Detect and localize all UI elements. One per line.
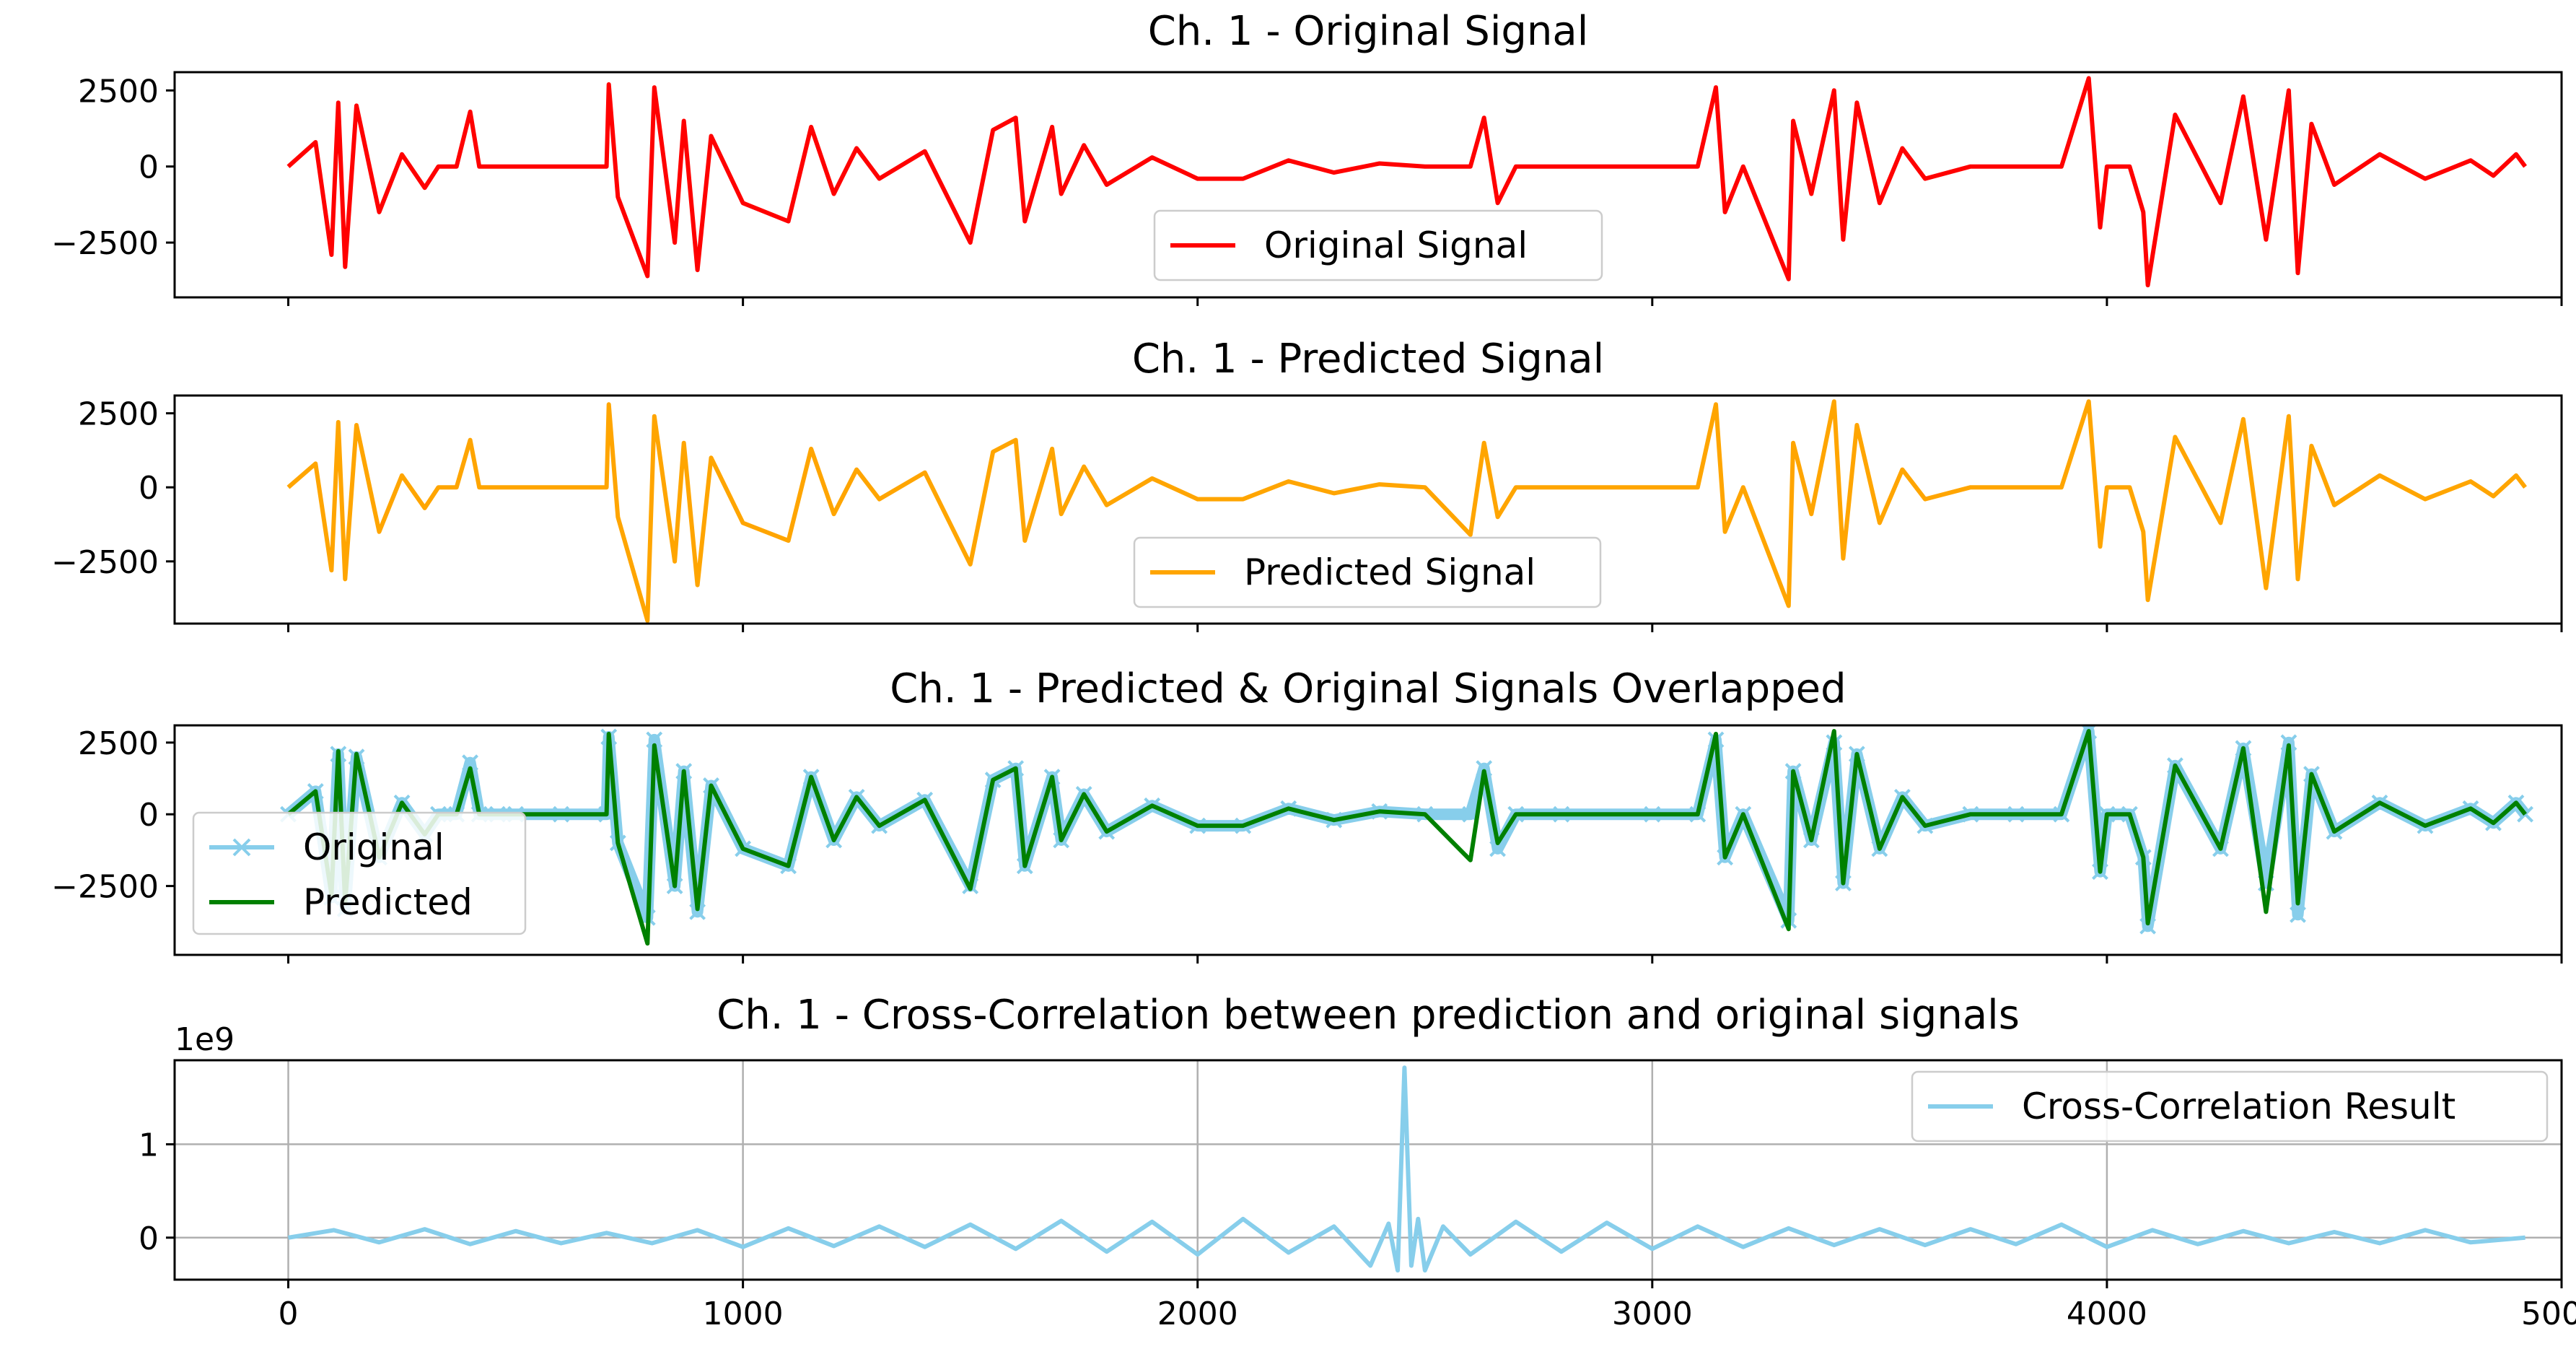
x-tick-label: 4000 <box>2067 1296 2147 1332</box>
axes-frame <box>173 1059 2563 1281</box>
data-point-marker <box>2280 734 2297 751</box>
axes-frame <box>173 394 2563 625</box>
legend-label: Cross-Correlation Result <box>2022 1086 2455 1127</box>
subplot-2: Ch. 1 - Predicted Signal −2500 0 2500 Predic… <box>51 336 2563 632</box>
legend: Original Signal <box>1153 209 1603 281</box>
y-tick-label: 0 <box>139 470 159 507</box>
x-tick-label: 0 <box>279 1296 299 1332</box>
legend-label: Predicted Signal <box>1244 551 1535 593</box>
axes-frame <box>173 724 2563 956</box>
axis-offset-label: 1e9 <box>175 1021 235 1058</box>
legend: Predicted Signal <box>1133 536 1602 608</box>
series-line-cross-correlation-result <box>288 1065 2525 1273</box>
y-tick-label: 0 <box>139 1220 159 1257</box>
series-line-predicted <box>286 729 2527 946</box>
x-tick-label: 3000 <box>1612 1296 1693 1332</box>
y-tick-label: 2500 <box>78 725 159 762</box>
data-point-marker <box>1489 840 1506 857</box>
y-tick-label: −2500 <box>51 869 159 906</box>
legend-box <box>1911 1070 2549 1143</box>
series-line-original <box>284 725 2530 932</box>
legend: Original Predicted <box>192 811 527 935</box>
series-line-predicted-signal <box>286 399 2527 623</box>
y-tick-label: 2500 <box>78 73 159 110</box>
x-tick-label: 2000 <box>1157 1296 1238 1332</box>
x-tick-label: 1000 <box>703 1296 784 1332</box>
data-point-marker <box>2139 917 2157 935</box>
subplot-4: Ch. 1 - Cross-Correlation between predic… <box>139 992 2576 1332</box>
legend-box <box>1153 209 1603 281</box>
axes-frame <box>173 71 2563 299</box>
data-point-marker <box>2290 906 2306 923</box>
subplot-title: Ch. 1 - Original Signal <box>1148 8 1589 55</box>
data-point-marker <box>1476 760 1493 777</box>
data-point-marker <box>462 754 478 772</box>
y-tick-label: 1 <box>139 1127 159 1163</box>
legend-box <box>1133 536 1602 608</box>
subplot-1: Ch. 1 - Original Signal −2500 0 2500 Origina… <box>51 8 2563 306</box>
y-tick-label: 0 <box>139 149 159 186</box>
y-tick-label: −2500 <box>51 225 159 262</box>
legend-label: Predicted <box>303 881 473 923</box>
legend-box <box>192 811 527 935</box>
series-line-original-signal <box>286 76 2528 288</box>
legend-label: Original Signal <box>1264 224 1528 266</box>
data-point-marker <box>646 731 663 748</box>
data-point-marker <box>689 903 706 920</box>
subplot-title: Ch. 1 - Predicted Signal <box>1132 336 1604 383</box>
subplot-title: Ch. 1 - Predicted & Original Signals Ove… <box>890 665 1846 712</box>
legend-marker <box>232 838 251 857</box>
legend: Cross-Correlation Result <box>1911 1070 2549 1143</box>
subplot-3: Ch. 1 - Predicted & Original Signals Ove… <box>51 665 2563 964</box>
y-tick-label: 0 <box>139 797 159 834</box>
y-tick-label: 2500 <box>78 396 159 433</box>
legend-label: Original <box>303 826 444 868</box>
y-tick-label: −2500 <box>51 544 159 581</box>
subplot-title: Ch. 1 - Cross-Correlation between predic… <box>717 992 2020 1039</box>
